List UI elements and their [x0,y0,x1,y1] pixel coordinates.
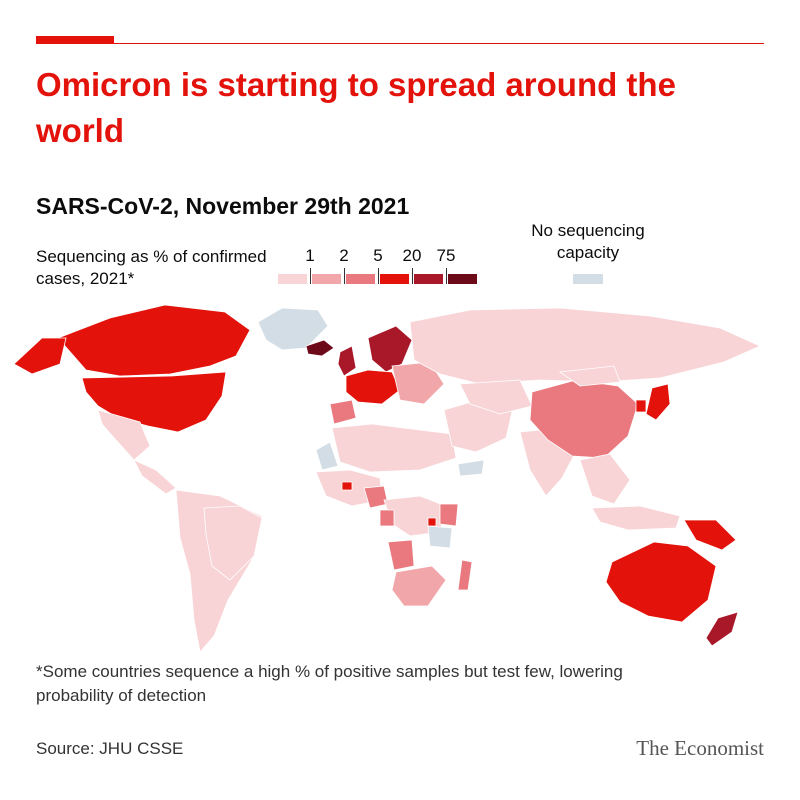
region-western-europe [345,369,401,405]
region-iceland [305,339,335,357]
legend-scale: 1 2 5 20 75 [278,246,488,288]
region-angola [387,539,415,571]
region-south-korea [635,399,647,413]
region-western-sahara [315,441,339,471]
region-australia [605,541,717,623]
region-canada [57,304,251,377]
legend-tick-label: 5 [373,246,383,265]
region-central-asia [459,379,533,415]
no-capacity-label: No sequencing capacity [531,221,645,262]
region-gabon [379,509,395,527]
chart-title: Omicron is starting to spread around the… [36,66,676,149]
region-alaska [13,337,67,375]
region-central-america [133,459,177,495]
region-madagascar [457,559,473,591]
region-gambia [341,481,353,491]
region-scandinavia [367,325,413,373]
region-greenland [257,307,329,351]
legend-tick [446,268,447,284]
region-new-zealand [705,611,739,647]
legend-tick-label: 1 [305,246,315,265]
legend-swatch-5 [414,274,443,284]
region-yemen [457,459,485,477]
region-spain [329,399,357,425]
region-indonesia [591,505,681,531]
region-papua-new-guinea [683,519,737,551]
legend-swatch-2 [312,274,341,284]
region-brazil [203,505,263,581]
top-rule-bar [36,36,114,44]
legend-tick-label: 2 [339,246,349,265]
region-southeast-asia [579,453,631,505]
region-nigeria [363,485,389,509]
region-japan [645,383,671,421]
legend-tick [310,268,311,284]
legend-tick-label: 20 [402,246,422,265]
footnote: *Some countries sequence a high % of pos… [36,662,623,705]
region-rwanda [427,517,437,527]
chart-subtitle: SARS-CoV-2, November 29th 2021 [36,193,410,219]
legend-label: Sequencing as % of confirmed cases, 2021… [36,247,267,288]
publisher-logo: The Economist [636,736,764,760]
world-map [13,304,761,653]
legend-swatch-3 [346,274,375,284]
region-mongolia [558,365,621,387]
legend-swatch-4 [380,274,409,284]
legend-tick [344,268,345,284]
region-southern-africa [391,565,447,607]
region-north-africa [331,423,457,473]
legend-swatch-6 [448,274,477,284]
map-regions [13,304,761,653]
legend-tick [412,268,413,284]
legend-tick-label: 75 [436,246,456,265]
region-kenya [439,503,459,527]
source-note: Source: JHU CSSE [36,739,184,758]
region-uk [337,345,357,377]
region-russia [409,307,761,385]
top-rule-line [114,43,764,44]
legend-swatch-1 [278,274,307,284]
region-tanzania [427,525,453,549]
legend-tick [378,268,379,284]
no-capacity-swatch [573,274,603,284]
